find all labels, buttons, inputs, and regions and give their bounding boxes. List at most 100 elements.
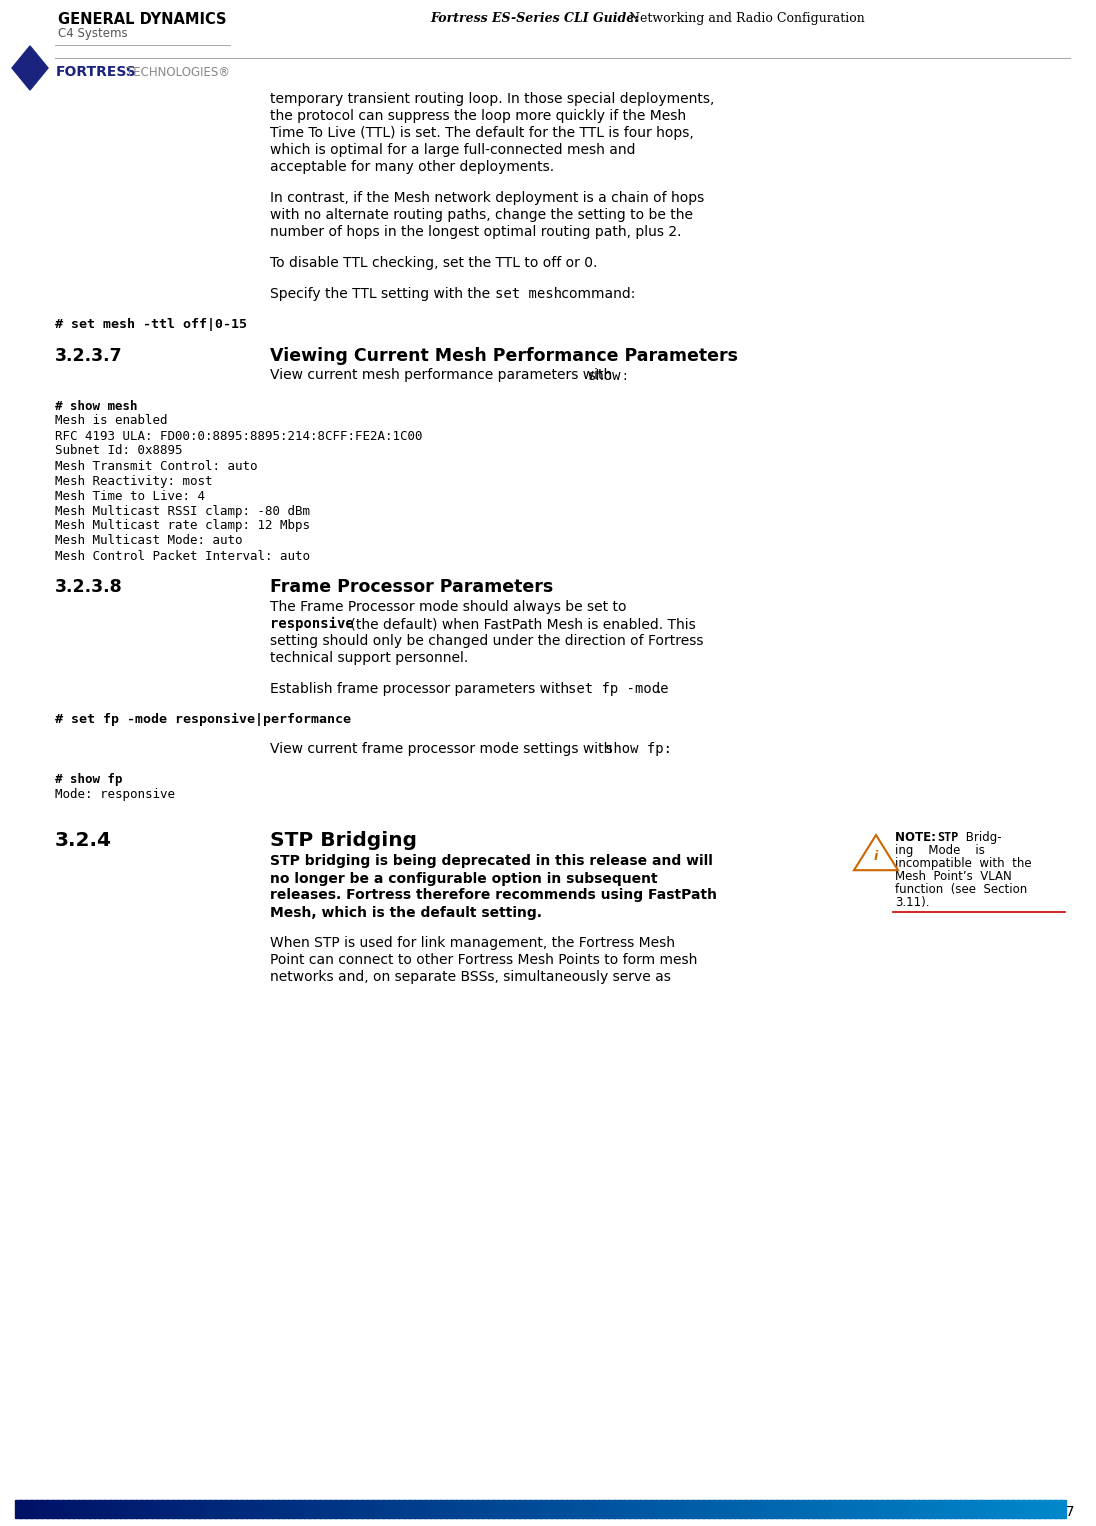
Bar bbox=[761, 1500, 767, 1518]
Bar bbox=[409, 1500, 415, 1518]
Text: :: : bbox=[623, 368, 627, 383]
Bar bbox=[1028, 1500, 1035, 1518]
Text: (the default) when FastPath Mesh is enabled. This: (the default) when FastPath Mesh is enab… bbox=[346, 617, 696, 630]
Bar bbox=[72, 1500, 79, 1518]
Text: .: . bbox=[657, 682, 661, 696]
Bar bbox=[503, 1500, 510, 1518]
Bar bbox=[461, 1500, 468, 1518]
Bar bbox=[351, 1500, 357, 1518]
Text: Networking and Radio Configuration: Networking and Radio Configuration bbox=[625, 12, 865, 24]
Bar bbox=[441, 1500, 446, 1518]
Bar bbox=[509, 1500, 515, 1518]
Bar bbox=[1007, 1500, 1014, 1518]
Bar bbox=[172, 1500, 179, 1518]
Bar bbox=[849, 1500, 856, 1518]
Bar bbox=[398, 1500, 404, 1518]
Text: ing    Mode    is: ing Mode is bbox=[895, 844, 985, 858]
Bar bbox=[230, 1500, 237, 1518]
Bar bbox=[907, 1500, 914, 1518]
Bar bbox=[928, 1500, 935, 1518]
Bar bbox=[471, 1500, 478, 1518]
Bar bbox=[676, 1500, 683, 1518]
Text: responsive: responsive bbox=[270, 617, 354, 632]
Bar bbox=[104, 1500, 111, 1518]
Text: no longer be a configurable option in subsequent: no longer be a configurable option in su… bbox=[270, 871, 658, 885]
Text: # show fp: # show fp bbox=[55, 774, 123, 786]
Bar bbox=[146, 1500, 152, 1518]
Text: TECHNOLOGIES®: TECHNOLOGIES® bbox=[126, 66, 230, 78]
Text: 37: 37 bbox=[1058, 1505, 1075, 1518]
Text: RFC 4193 ULA: FD00:0:8895:8895:214:8CFF:FE2A:1C00: RFC 4193 ULA: FD00:0:8895:8895:214:8CFF:… bbox=[55, 429, 422, 443]
Bar bbox=[498, 1500, 504, 1518]
Bar bbox=[377, 1500, 384, 1518]
Bar bbox=[136, 1500, 142, 1518]
Text: Mesh Time to Live: 4: Mesh Time to Live: 4 bbox=[55, 490, 205, 502]
Bar bbox=[619, 1500, 625, 1518]
Bar bbox=[986, 1500, 993, 1518]
Text: show: show bbox=[587, 368, 621, 383]
Bar bbox=[629, 1500, 636, 1518]
Bar bbox=[723, 1500, 730, 1518]
Text: function  (see  Section: function (see Section bbox=[895, 884, 1027, 896]
Bar bbox=[524, 1500, 530, 1518]
Bar bbox=[975, 1500, 982, 1518]
Bar bbox=[813, 1500, 819, 1518]
Bar bbox=[561, 1500, 568, 1518]
Bar bbox=[89, 1500, 94, 1518]
Text: Point can connect to other Fortress Mesh Points to form mesh: Point can connect to other Fortress Mesh… bbox=[270, 954, 697, 967]
Bar bbox=[62, 1500, 68, 1518]
Bar bbox=[1049, 1500, 1055, 1518]
Bar bbox=[335, 1500, 342, 1518]
Bar bbox=[31, 1500, 37, 1518]
Bar bbox=[892, 1500, 898, 1518]
Bar bbox=[829, 1500, 835, 1518]
Text: Mode: responsive: Mode: responsive bbox=[55, 787, 175, 801]
Bar bbox=[787, 1500, 794, 1518]
Bar bbox=[650, 1500, 657, 1518]
Bar bbox=[298, 1500, 305, 1518]
Bar bbox=[220, 1500, 226, 1518]
Bar bbox=[304, 1500, 310, 1518]
Bar bbox=[1034, 1500, 1040, 1518]
Bar bbox=[945, 1500, 950, 1518]
Bar bbox=[225, 1500, 231, 1518]
Bar bbox=[99, 1500, 105, 1518]
Bar bbox=[655, 1500, 662, 1518]
Bar bbox=[25, 1500, 32, 1518]
Bar bbox=[198, 1500, 205, 1518]
Text: i: i bbox=[874, 850, 878, 864]
Bar bbox=[540, 1500, 546, 1518]
Bar bbox=[209, 1500, 216, 1518]
Bar bbox=[834, 1500, 841, 1518]
Bar bbox=[955, 1500, 961, 1518]
Bar bbox=[996, 1500, 1003, 1518]
Bar bbox=[740, 1500, 745, 1518]
Text: the protocol can suppress the loop more quickly if the Mesh: the protocol can suppress the loop more … bbox=[270, 108, 686, 124]
Bar bbox=[477, 1500, 483, 1518]
Text: which is optimal for a large full-connected mesh and: which is optimal for a large full-connec… bbox=[270, 143, 636, 157]
Bar bbox=[393, 1500, 399, 1518]
Text: Mesh is enabled: Mesh is enabled bbox=[55, 415, 168, 427]
Bar bbox=[420, 1500, 425, 1518]
Text: set mesh: set mesh bbox=[495, 287, 562, 301]
Bar bbox=[755, 1500, 762, 1518]
Text: GENERAL DYNAMICS: GENERAL DYNAMICS bbox=[58, 12, 227, 27]
Bar bbox=[556, 1500, 562, 1518]
Bar bbox=[367, 1500, 373, 1518]
Bar bbox=[687, 1500, 694, 1518]
Bar bbox=[671, 1500, 677, 1518]
Bar bbox=[42, 1500, 47, 1518]
Bar bbox=[20, 1500, 26, 1518]
Bar bbox=[450, 1500, 457, 1518]
Bar bbox=[320, 1500, 326, 1518]
Bar bbox=[802, 1500, 809, 1518]
Text: NOTE:: NOTE: bbox=[895, 832, 940, 844]
Bar bbox=[1044, 1500, 1050, 1518]
Bar bbox=[550, 1500, 557, 1518]
Bar bbox=[819, 1500, 824, 1518]
Bar bbox=[646, 1500, 651, 1518]
Bar bbox=[430, 1500, 436, 1518]
Bar bbox=[356, 1500, 363, 1518]
Bar bbox=[902, 1500, 909, 1518]
Bar bbox=[345, 1500, 352, 1518]
